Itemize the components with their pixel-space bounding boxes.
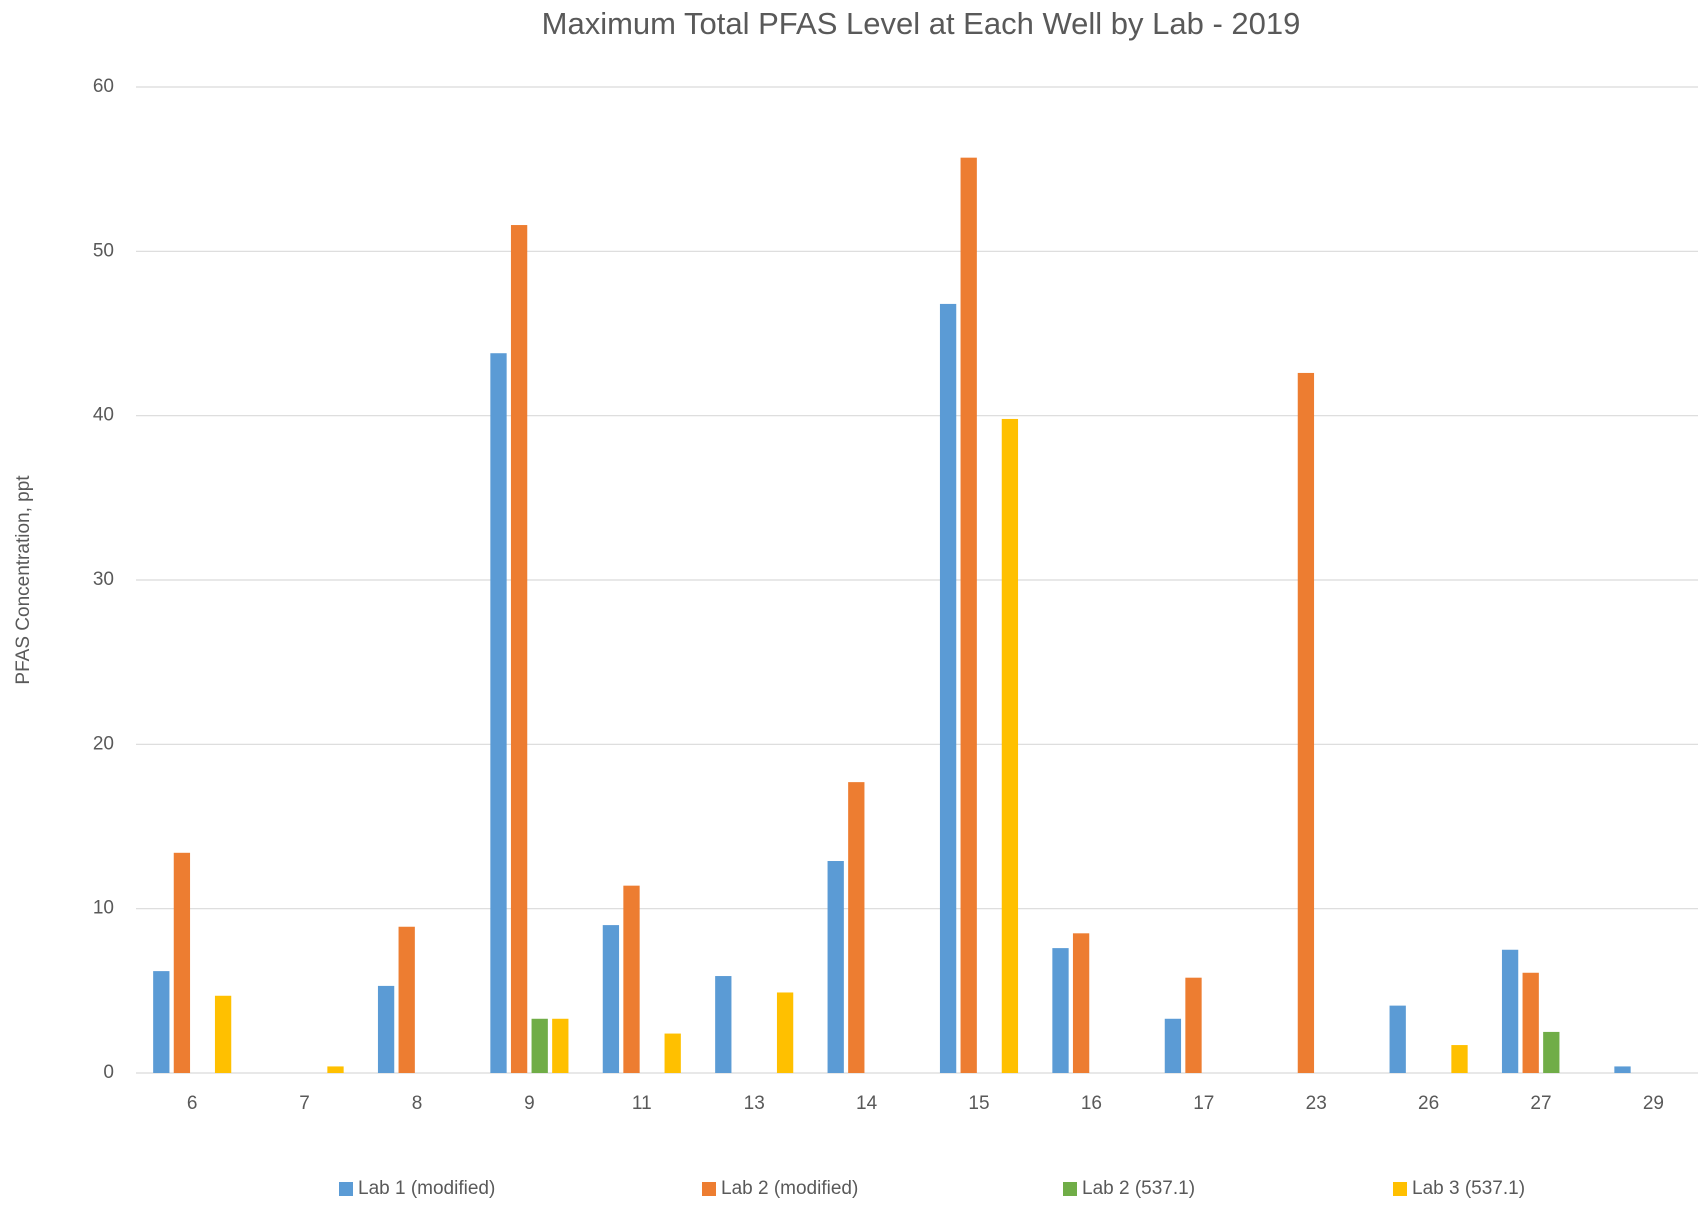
y-tick-label: 40	[93, 405, 114, 426]
bar	[1451, 1045, 1468, 1073]
bar	[327, 1066, 344, 1073]
x-tick-label: 9	[524, 1093, 535, 1114]
legend-label: Lab 2 (537.1)	[1082, 1178, 1195, 1199]
bar	[552, 1018, 569, 1073]
y-tick-label: 30	[93, 569, 114, 590]
bar	[848, 782, 865, 1073]
x-tick-label: 14	[856, 1093, 878, 1114]
bar	[214, 995, 232, 1073]
legend-swatch	[1063, 1182, 1077, 1196]
bar	[776, 992, 794, 1073]
y-tick-label: 50	[93, 240, 114, 261]
bar	[490, 353, 507, 1074]
bar	[377, 985, 395, 1073]
x-tick-label: 17	[1193, 1093, 1214, 1114]
y-tick-label: 20	[93, 733, 114, 754]
legend-label: Lab 1 (modified)	[358, 1178, 495, 1199]
y-tick-label: 10	[93, 898, 114, 919]
bar	[1164, 1018, 1182, 1073]
x-tick-label: 11	[632, 1093, 652, 1114]
legend-label: Lab 2 (modified)	[721, 1178, 858, 1199]
chart-title: Maximum Total PFAS Level at Each Well by…	[542, 6, 1301, 41]
bar	[1052, 948, 1069, 1073]
bar	[398, 926, 415, 1073]
y-tick-label: 0	[103, 1062, 114, 1083]
y-axis-label: PFAS Concentration, ppt	[13, 475, 34, 685]
bar	[510, 225, 528, 1074]
x-tick-label: 26	[1418, 1093, 1439, 1114]
legend-swatch	[702, 1182, 716, 1196]
bar	[1501, 949, 1519, 1073]
x-tick-label: 6	[187, 1093, 198, 1114]
x-tick-label: 8	[412, 1093, 423, 1114]
bar	[939, 303, 957, 1073]
bar	[623, 885, 640, 1073]
bar	[173, 852, 191, 1073]
x-tick-label: 13	[744, 1093, 765, 1114]
legend-label: Lab 3 (537.1)	[1412, 1178, 1525, 1199]
bar	[153, 971, 170, 1073]
legend-swatch	[1393, 1182, 1407, 1196]
x-tick-label: 7	[299, 1093, 310, 1114]
legend-swatch	[339, 1182, 353, 1196]
bar	[960, 157, 977, 1073]
bar	[715, 976, 732, 1073]
bar	[1072, 933, 1090, 1073]
bar	[1522, 972, 1539, 1073]
x-tick-label: 23	[1306, 1093, 1327, 1114]
x-tick-label: 15	[968, 1093, 989, 1114]
x-tick-label: 29	[1643, 1093, 1664, 1114]
bar	[531, 1018, 548, 1073]
y-tick-label: 60	[93, 76, 114, 97]
x-tick-label: 27	[1530, 1093, 1551, 1114]
bar	[1543, 1031, 1560, 1073]
bar	[1389, 1005, 1406, 1073]
bar	[602, 925, 620, 1073]
bar	[827, 861, 844, 1073]
bar	[1297, 372, 1315, 1073]
x-tick-label: 16	[1081, 1093, 1102, 1114]
bar	[1614, 1066, 1631, 1073]
bar	[1001, 418, 1019, 1073]
bar	[664, 1033, 681, 1073]
bar	[1185, 977, 1202, 1073]
